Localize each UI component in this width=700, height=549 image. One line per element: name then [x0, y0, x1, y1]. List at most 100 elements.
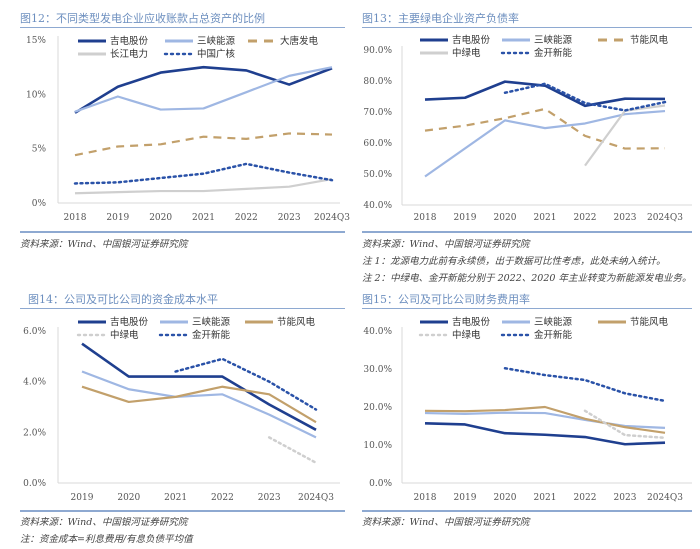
series-line-5: [174, 357, 318, 411]
series-line-2: [81, 370, 317, 439]
x-tick-label: 2024Q3: [647, 213, 683, 223]
y-tick-label: 80.0%: [363, 77, 392, 87]
series-line-3: [81, 385, 317, 424]
legend-label: 金开新能: [534, 47, 573, 59]
title-divider: [362, 308, 692, 309]
series-line-2: [424, 109, 666, 178]
chart-panel-finance-expense: 图15：公司及可比公司财务费用率 0.0% 10.0% 20.0% 30.0% 40.0…: [350, 285, 700, 549]
x-tick-label: 2019: [71, 493, 94, 503]
chart-funding-cost: 0.0% 2.0% 4.0% 6.0% 2019 2020 2021 2022 2023 2024…: [23, 316, 340, 503]
x-tick-label: 2022: [235, 213, 258, 223]
source-note: 资料来源：Wind、中国银河证券研究院: [362, 517, 530, 528]
y-tick-label: 4.0%: [23, 378, 46, 388]
x-tick-label: 2023: [614, 493, 637, 503]
series-line-3: [424, 405, 666, 434]
x-tick-label: 2022: [574, 493, 597, 503]
source-note: 资料来源：Wind、中国银河证券研究院: [20, 239, 188, 250]
x-tick-label: 2018: [64, 213, 87, 223]
legend-label: 长江电力: [110, 48, 148, 60]
legend-label: 金开新能: [534, 329, 573, 341]
y-tick-label: 30.0%: [363, 365, 392, 375]
series-line-1: [424, 80, 666, 108]
legend-label: 中绿电: [452, 47, 481, 59]
footnote: 注：资金成本=利息费用/有息负债平均值: [20, 534, 193, 545]
x-tick-label: 2021: [164, 493, 187, 503]
title-divider: [362, 27, 692, 28]
y-tick-label: 0.0%: [23, 479, 46, 489]
x-tick-label: 2021: [192, 213, 215, 223]
y-tick-label: 5%: [32, 145, 47, 155]
chart-title: 图12：不同类型发电企业应收账款占总资产的比例: [20, 12, 265, 25]
legend-label: 大唐发电: [280, 35, 319, 47]
series-line-4: [583, 409, 667, 440]
legend-label: 中绿电: [452, 329, 481, 341]
x-tick-label: 2019: [454, 493, 477, 503]
footnote-2: 注 2：中绿电、金开新能分别于 2022、2020 年主业转变为新能源发电业务。: [362, 273, 692, 284]
x-tick-label: 2018: [414, 493, 437, 503]
y-tick-label: 0.0%: [369, 479, 392, 489]
x-tick-label: 2020: [149, 213, 172, 223]
legend-label: 三峡能源: [197, 35, 236, 47]
x-tick-label: 2024Q3: [647, 493, 683, 503]
legend-label: 三峡能源: [534, 34, 573, 46]
chart-finance-expense: 0.0% 10.0% 20.0% 30.0% 40.0% 2018 2019 2020 2021…: [363, 316, 692, 503]
footer-divider: [20, 510, 345, 512]
y-tick-label: 10%: [26, 90, 46, 100]
x-tick-label: 2021: [534, 493, 557, 503]
x-tick-label: 2020: [494, 493, 517, 503]
series-line-5: [503, 366, 667, 403]
x-tick-label: 2019: [106, 213, 129, 223]
legend-label: 三峡能源: [192, 316, 231, 328]
chart-panel-debt-ratio: 图13：主要绿电企业资产负债率 40.0% 50.0% 60.0% 70.0% 80.0…: [350, 0, 700, 285]
series-line-4: [267, 436, 318, 464]
legend-label: 中绿电: [110, 329, 139, 341]
y-tick-label: 70.0%: [363, 108, 392, 118]
x-tick-label: 2022: [211, 493, 234, 503]
y-tick-label: 60.0%: [363, 139, 392, 149]
chart-title: 图14：公司及可比公司的资金成本水平: [28, 293, 218, 306]
legend-label: 三峡能源: [534, 316, 573, 328]
y-tick-label: 0%: [32, 199, 47, 209]
x-tick-label: 2023: [278, 213, 301, 223]
y-tick-label: 50.0%: [363, 170, 392, 180]
chart-title: 图13：主要绿电企业资产负债率: [362, 12, 519, 25]
title-divider: [20, 308, 345, 309]
footer-divider: [20, 231, 345, 233]
footer-divider: [362, 510, 692, 512]
legend-label: 吉电股份: [452, 316, 491, 328]
x-tick-label: 2023: [614, 213, 637, 223]
y-tick-label: 40.0%: [363, 201, 392, 211]
footnote-1: 注 1：龙源电力此前有永续债，出于数据可比性考虑，此处未纳入统计。: [362, 256, 666, 267]
legend-label: 节能风电: [277, 316, 316, 328]
chart-panel-receivables: 图12：不同类型发电企业应收账款占总资产的比例 0% 5% 10% 15% 2018 20…: [0, 0, 350, 285]
chart-receivables: 0% 5% 10% 15% 2018 2019 2020 2021 2022 2023 2024Q3…: [26, 35, 350, 223]
y-tick-label: 90.0%: [363, 46, 392, 56]
legend-label: 金开新能: [192, 329, 231, 341]
y-tick-label: 10.0%: [363, 441, 392, 451]
source-note: 资料来源：Wind、中国银河证券研究院: [362, 239, 530, 250]
legend-label: 节能风电: [630, 34, 669, 46]
x-tick-label: 2024Q3: [314, 213, 350, 223]
x-tick-label: 2021: [534, 213, 557, 223]
y-tick-label: 20.0%: [363, 403, 392, 413]
y-tick-label: 2.0%: [23, 428, 46, 438]
legend-label: 中国广核: [197, 48, 236, 60]
chart-title: 图15：公司及可比公司财务费用率: [362, 293, 530, 306]
y-tick-label: 6.0%: [23, 327, 46, 337]
chart-debt-ratio: 40.0% 50.0% 60.0% 70.0% 80.0% 90.0% 2018 2019 20…: [363, 34, 692, 223]
x-tick-label: 2022: [574, 213, 597, 223]
x-tick-label: 2024Q3: [298, 493, 334, 503]
title-divider: [20, 27, 345, 28]
legend-label: 吉电股份: [110, 35, 149, 47]
x-tick-label: 2019: [454, 213, 477, 223]
legend-label: 节能风电: [630, 316, 669, 328]
chart-panel-funding-cost: 图14：公司及可比公司的资金成本水平 0.0% 2.0% 4.0% 6.0% 2019 2…: [0, 285, 350, 549]
x-tick-label: 2020: [494, 213, 517, 223]
series-line-1: [81, 342, 317, 431]
legend-label: 吉电股份: [110, 316, 149, 328]
y-tick-label: 40.0%: [363, 327, 392, 337]
footer-divider: [362, 231, 692, 233]
legend-label: 吉电股份: [452, 34, 491, 46]
x-tick-label: 2023: [258, 493, 281, 503]
source-note: 资料来源：Wind、中国银河证券研究院: [20, 517, 188, 528]
